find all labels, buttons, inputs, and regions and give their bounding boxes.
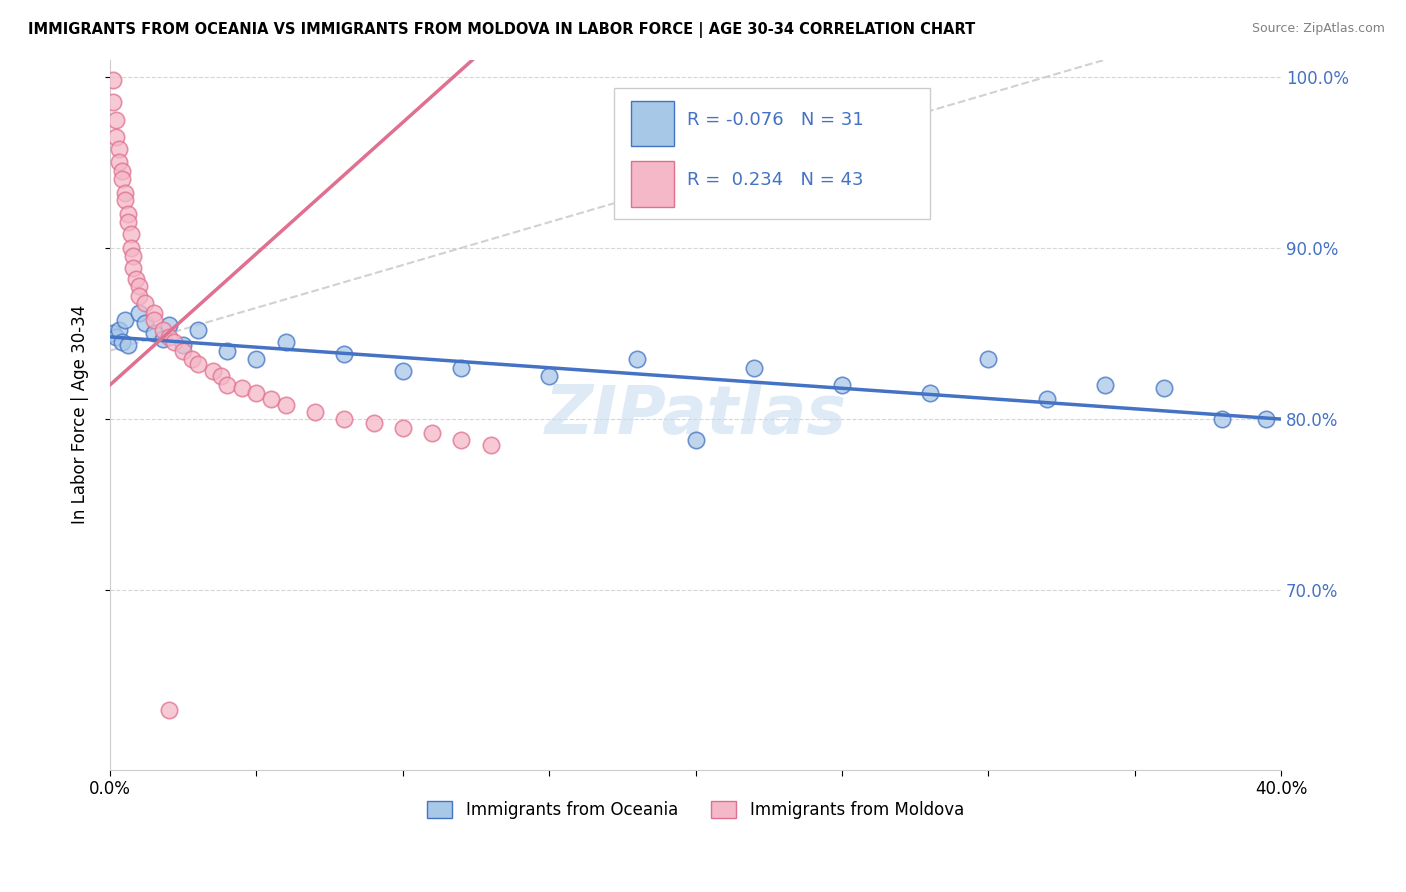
Point [114, 313, 136, 327]
Point [114, 186, 136, 201]
Point [157, 703, 180, 717]
Point [111, 334, 134, 349]
Point [101, 326, 124, 341]
Point [217, 377, 239, 392]
Point [172, 343, 194, 358]
Point [117, 338, 139, 352]
Point [209, 369, 232, 384]
Point [245, 352, 267, 367]
Point [128, 306, 150, 320]
Point [391, 364, 413, 378]
Text: IMMIGRANTS FROM OCEANIA VS IMMIGRANTS FROM MOLDOVA IN LABOR FORCE | AGE 30-34 CO: IMMIGRANTS FROM OCEANIA VS IMMIGRANTS FR… [28, 22, 976, 38]
Point [181, 352, 204, 367]
FancyBboxPatch shape [613, 88, 929, 219]
Text: R = -0.076   N = 31: R = -0.076 N = 31 [688, 111, 865, 129]
Y-axis label: In Labor Force | Age 30-34: In Labor Force | Age 30-34 [72, 305, 89, 524]
Point [104, 129, 127, 144]
Point [217, 343, 239, 358]
Point [157, 330, 180, 344]
Point [172, 338, 194, 352]
Point [111, 164, 134, 178]
Point [538, 369, 561, 384]
Text: Source: ZipAtlas.com: Source: ZipAtlas.com [1251, 22, 1385, 36]
Point [304, 405, 326, 419]
Point [363, 416, 385, 430]
Point [1153, 381, 1175, 395]
Point [143, 306, 166, 320]
Point [125, 271, 148, 285]
Point [120, 241, 142, 255]
Point [104, 112, 127, 127]
Point [450, 360, 472, 375]
Point [685, 433, 707, 447]
Point [420, 425, 443, 440]
Point [120, 227, 142, 242]
FancyBboxPatch shape [631, 101, 675, 146]
Point [201, 364, 224, 378]
Point [143, 313, 166, 327]
FancyBboxPatch shape [631, 161, 675, 207]
Point [333, 412, 356, 426]
Point [479, 438, 502, 452]
Point [143, 326, 166, 341]
Point [977, 352, 1000, 367]
Text: ZIPatlas: ZIPatlas [544, 382, 846, 448]
Point [391, 420, 413, 434]
Legend: Immigrants from Oceania, Immigrants from Moldova: Immigrants from Oceania, Immigrants from… [420, 794, 970, 826]
Point [274, 334, 297, 349]
Point [157, 318, 180, 332]
Point [1036, 392, 1059, 406]
Point [111, 172, 134, 186]
Point [163, 334, 186, 349]
Point [117, 207, 139, 221]
Point [831, 377, 853, 392]
Point [108, 142, 131, 156]
Point [152, 332, 174, 346]
Point [1211, 412, 1233, 426]
Point [450, 433, 472, 447]
Point [260, 392, 283, 406]
Point [187, 357, 209, 371]
Point [274, 398, 297, 412]
Point [1256, 412, 1278, 426]
Point [152, 323, 174, 337]
Point [1094, 377, 1116, 392]
Point [108, 155, 131, 169]
Point [918, 386, 941, 401]
Point [134, 316, 156, 330]
Text: R =  0.234   N = 43: R = 0.234 N = 43 [688, 171, 863, 189]
Point [231, 381, 253, 395]
Point [104, 330, 127, 344]
Point [122, 261, 145, 276]
Point [101, 73, 124, 87]
Point [626, 352, 648, 367]
Point [128, 278, 150, 293]
Point [187, 323, 209, 337]
Point [742, 360, 765, 375]
Point [108, 323, 131, 337]
Point [114, 193, 136, 207]
Point [245, 386, 267, 401]
Point [333, 347, 356, 361]
Point [134, 295, 156, 310]
Point [101, 95, 124, 110]
Point [117, 215, 139, 229]
Point [128, 289, 150, 303]
Point [122, 250, 145, 264]
